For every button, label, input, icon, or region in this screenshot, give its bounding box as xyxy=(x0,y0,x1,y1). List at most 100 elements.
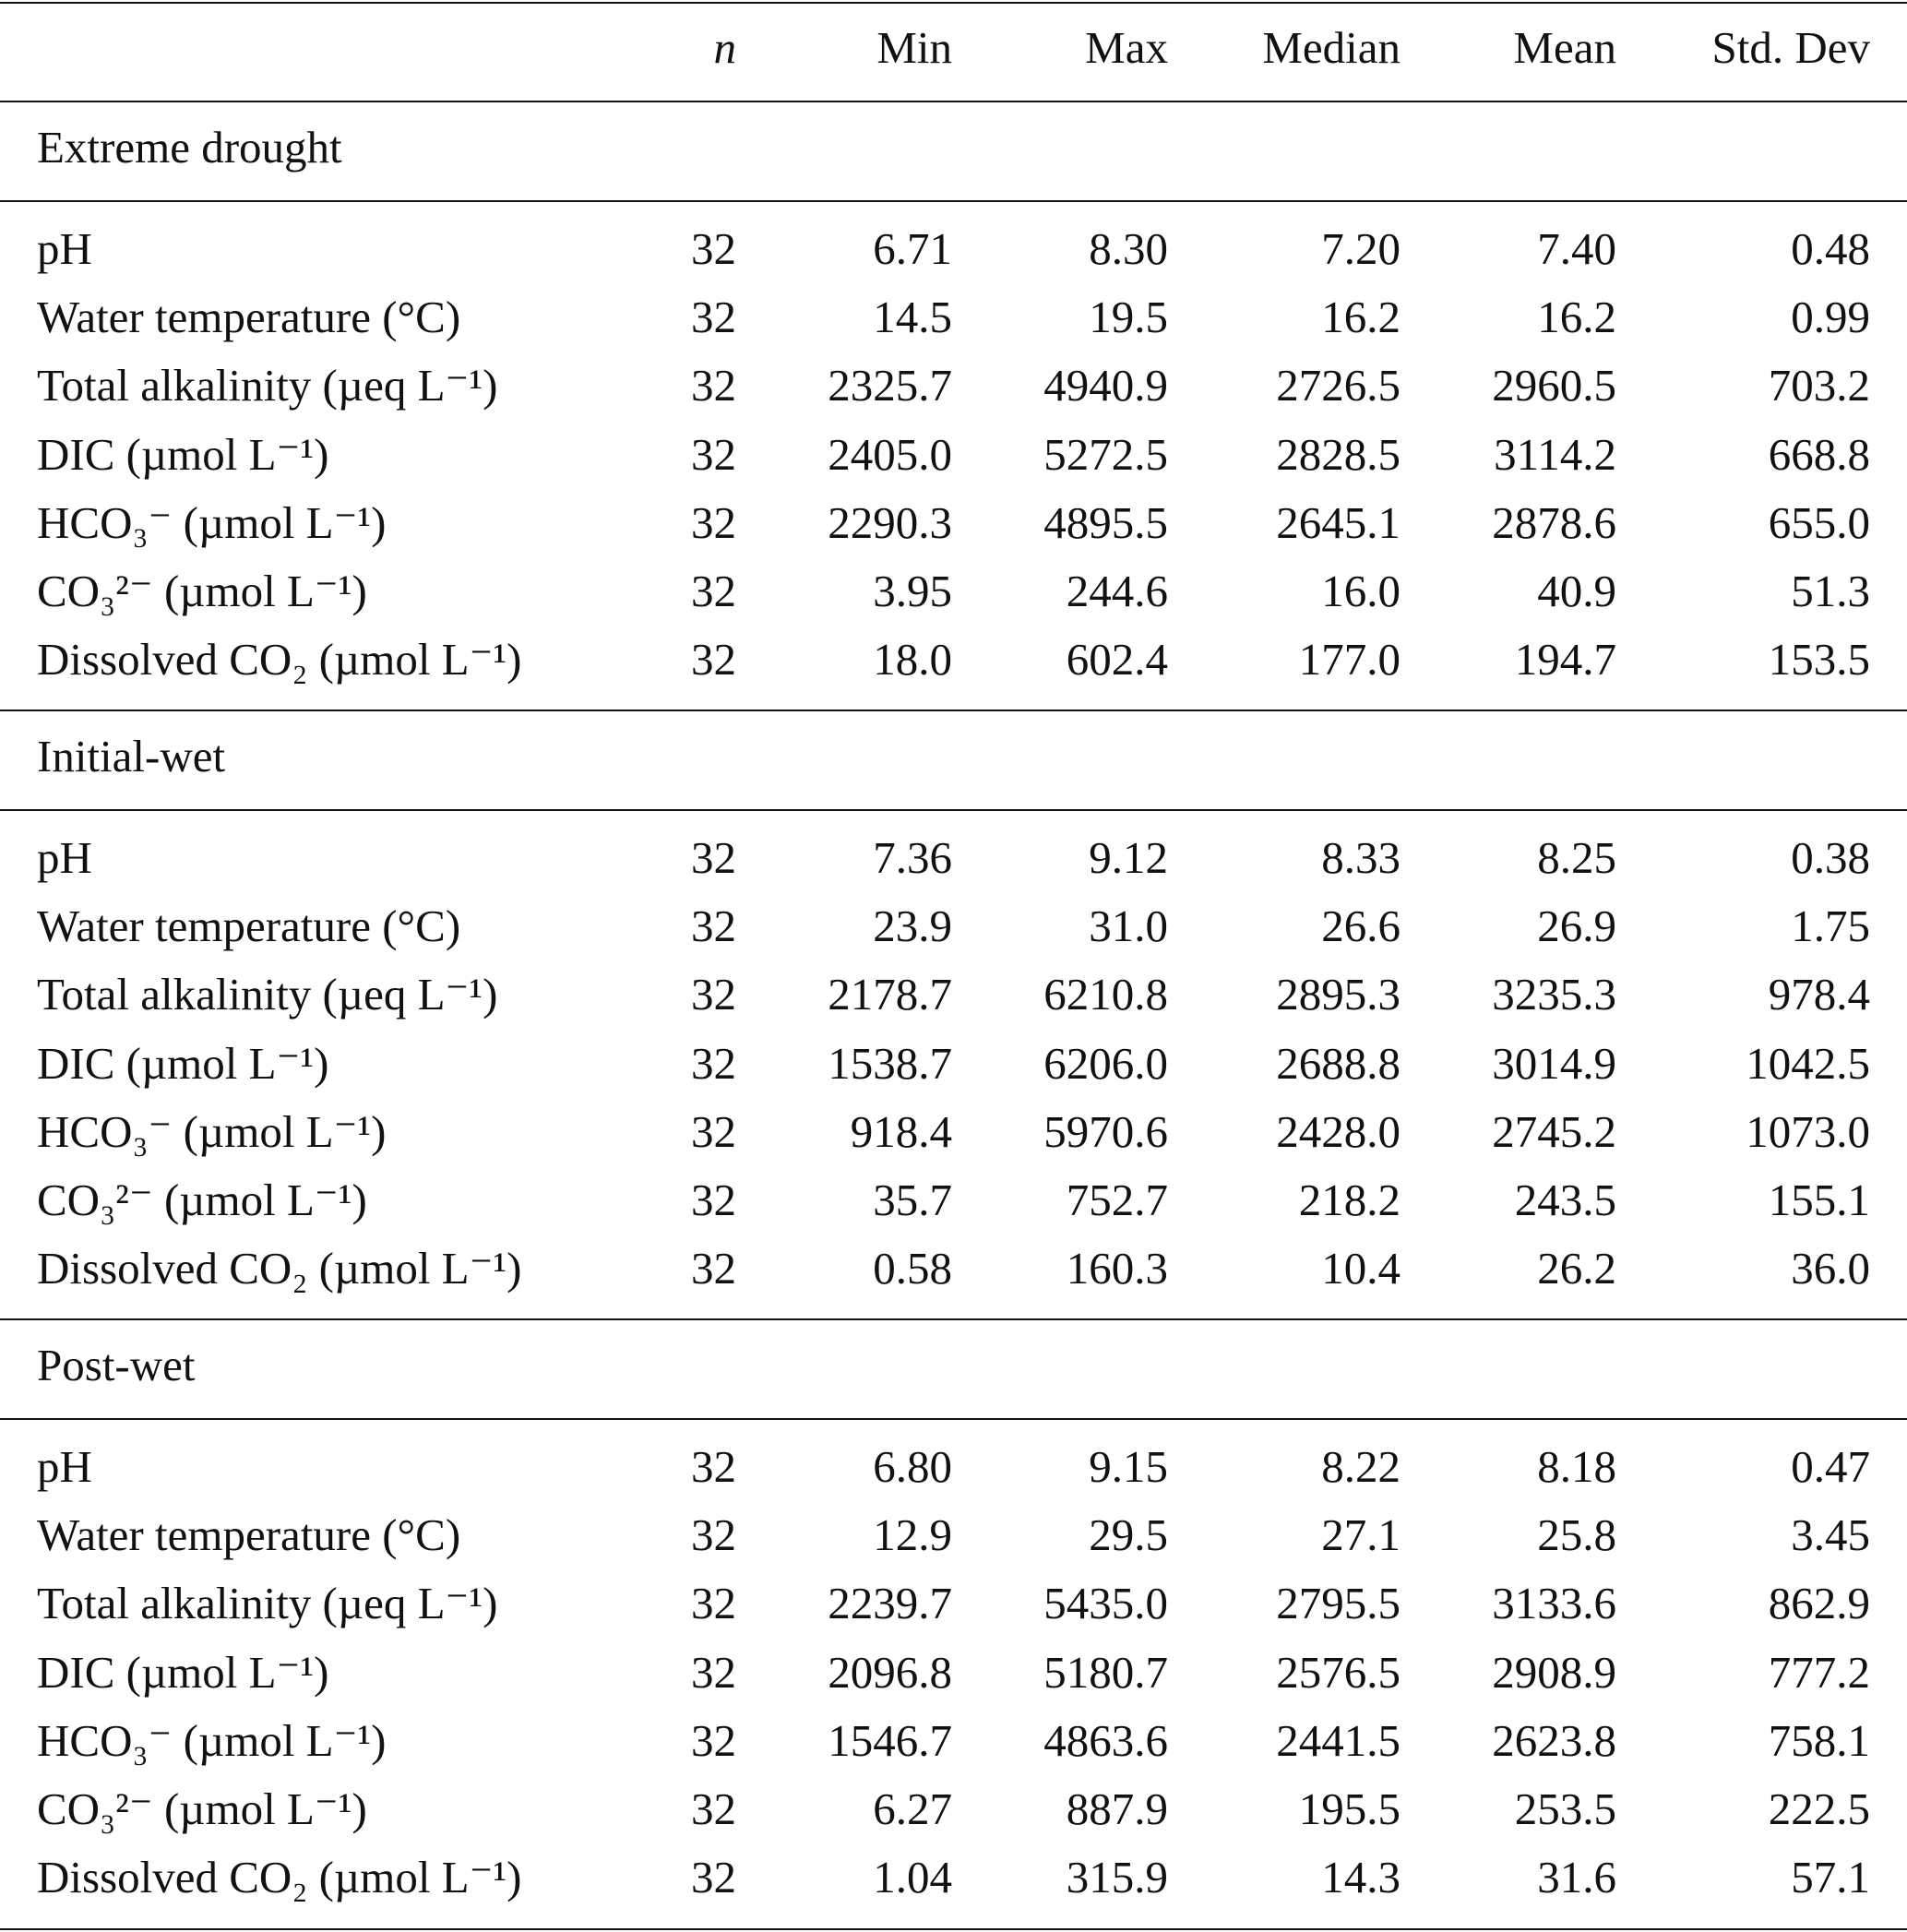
cell-value: 0.99 xyxy=(1791,292,1870,343)
cell-value: 16.0 xyxy=(1321,566,1400,616)
section-title: Post-wet xyxy=(37,1340,196,1390)
cell-value: 2239.7 xyxy=(828,1578,952,1629)
cell-value: 18.0 xyxy=(873,634,952,686)
cell-value: 32 xyxy=(691,1646,736,1698)
table-row: Dissolved CO₂ (µmol L⁻¹) 32 0.58 160.3 10.4 2… xyxy=(0,1241,1907,1296)
table-rule xyxy=(0,809,1907,811)
cell-value: 32 xyxy=(691,428,736,480)
column-header: Median xyxy=(1262,22,1400,73)
table-rule xyxy=(0,710,1907,711)
cell-value: 177.0 xyxy=(1298,634,1400,686)
table-row: Total alkalinity (µeq L⁻¹) 32 2178.7 6210.8… xyxy=(0,967,1907,1022)
table-rule xyxy=(0,101,1907,102)
table-rule xyxy=(0,2,1907,4)
row-label: Dissolved CO₂ (µmol L⁻¹) xyxy=(37,1243,522,1294)
row-label: Dissolved CO₂ (µmol L⁻¹) xyxy=(37,634,522,686)
cell-value: 2895.3 xyxy=(1276,969,1400,1020)
cell-value: 2908.9 xyxy=(1492,1646,1616,1698)
cell-value: 4895.5 xyxy=(1043,496,1168,548)
table-row: Water temperature (°C) 32 23.9 31.0 26.6 26.9… xyxy=(0,899,1907,954)
cell-value: 32 xyxy=(691,292,736,343)
column-header: Mean xyxy=(1513,22,1616,73)
cell-value: 2325.7 xyxy=(828,360,952,411)
table-rule xyxy=(0,1418,1907,1420)
row-label: pH xyxy=(37,832,92,883)
cell-value: 32 xyxy=(691,1441,736,1492)
cell-value: 6210.8 xyxy=(1043,969,1168,1020)
cell-value: 3133.6 xyxy=(1492,1578,1616,1629)
table-row: DIC (µmol L⁻¹) 32 1538.7 6206.0 2688.8 3014.9… xyxy=(0,1036,1907,1091)
row-label: Total alkalinity (µeq L⁻¹) xyxy=(37,360,498,411)
cell-value: 32 xyxy=(691,1783,736,1834)
cell-value: 5435.0 xyxy=(1043,1578,1168,1629)
cell-value: 6.27 xyxy=(873,1783,952,1834)
cell-value: 32 xyxy=(691,900,736,952)
cell-value: 57.1 xyxy=(1791,1852,1870,1903)
table-rule xyxy=(0,200,1907,202)
cell-value: 978.4 xyxy=(1768,969,1870,1020)
column-header: n xyxy=(713,22,737,73)
cell-value: 194.7 xyxy=(1514,634,1616,686)
cell-value: 16.2 xyxy=(1537,292,1616,343)
table-row: DIC (µmol L⁻¹) 32 2405.0 5272.5 2828.5 3114.2… xyxy=(0,427,1907,483)
cell-value: 6206.0 xyxy=(1043,1037,1168,1089)
cell-value: 27.1 xyxy=(1321,1509,1400,1561)
cell-value: 7.40 xyxy=(1537,223,1616,274)
cell-value: 51.3 xyxy=(1791,566,1870,616)
cell-value: 218.2 xyxy=(1298,1175,1400,1225)
cell-value: 195.5 xyxy=(1298,1783,1400,1834)
cell-value: 32 xyxy=(691,1175,736,1225)
table-row: HCO₃⁻ (µmol L⁻¹) 32 1546.7 4863.6 2441.5 2623… xyxy=(0,1713,1907,1769)
table-rule xyxy=(0,1928,1907,1930)
cell-value: 2178.7 xyxy=(828,969,952,1020)
table-row: pH 32 7.36 9.12 8.33 8.25 0.38 xyxy=(0,830,1907,886)
row-label: Total alkalinity (µeq L⁻¹) xyxy=(37,969,498,1020)
section-title-row: Initial-wet xyxy=(0,729,1907,784)
cell-value: 6.71 xyxy=(873,223,952,274)
cell-value: 5970.6 xyxy=(1043,1105,1168,1157)
cell-value: 8.22 xyxy=(1321,1441,1400,1492)
cell-value: 32 xyxy=(691,1852,736,1903)
cell-value: 5180.7 xyxy=(1043,1646,1168,1698)
section-title-row: Post-wet xyxy=(0,1338,1907,1393)
cell-value: 668.8 xyxy=(1768,428,1870,480)
cell-value: 2828.5 xyxy=(1276,428,1400,480)
cell-value: 887.9 xyxy=(1066,1783,1168,1834)
cell-value: 2576.5 xyxy=(1276,1646,1400,1698)
cell-value: 7.36 xyxy=(873,832,952,883)
cell-value: 32 xyxy=(691,360,736,411)
table-row: Dissolved CO₂ (µmol L⁻¹) 32 18.0 602.4 177.0… xyxy=(0,632,1907,687)
table-row: pH 32 6.71 8.30 7.20 7.40 0.48 xyxy=(0,221,1907,277)
row-label: HCO₃⁻ (µmol L⁻¹) xyxy=(37,496,387,548)
cell-value: 2726.5 xyxy=(1276,360,1400,411)
row-label: Water temperature (°C) xyxy=(37,1509,461,1561)
cell-value: 703.2 xyxy=(1768,360,1870,411)
cell-value: 8.33 xyxy=(1321,832,1400,883)
cell-value: 602.4 xyxy=(1066,634,1168,686)
row-label: Water temperature (°C) xyxy=(37,900,461,952)
cell-value: 5272.5 xyxy=(1043,428,1168,480)
cell-value: 26.9 xyxy=(1537,900,1616,952)
cell-value: 40.9 xyxy=(1537,566,1616,616)
column-header: Min xyxy=(876,22,952,73)
cell-value: 2878.6 xyxy=(1492,496,1616,548)
cell-value: 9.15 xyxy=(1089,1441,1168,1492)
cell-value: 243.5 xyxy=(1514,1175,1616,1225)
cell-value: 1042.5 xyxy=(1746,1037,1870,1089)
column-header: Std. Dev xyxy=(1711,22,1871,73)
cell-value: 3.95 xyxy=(873,566,952,616)
cell-value: 10.4 xyxy=(1321,1243,1400,1294)
cell-value: 2745.2 xyxy=(1492,1105,1616,1157)
cell-value: 1.75 xyxy=(1791,900,1870,952)
table-row: pH 32 6.80 9.15 8.22 8.18 0.47 xyxy=(0,1439,1907,1495)
cell-value: 32 xyxy=(691,566,736,616)
cell-value: 32 xyxy=(691,1243,736,1294)
row-label: CO₃²⁻ (µmol L⁻¹) xyxy=(37,1175,367,1225)
cell-value: 26.6 xyxy=(1321,900,1400,952)
cell-value: 1546.7 xyxy=(828,1714,952,1766)
cell-value: 2645.1 xyxy=(1276,496,1400,548)
cell-value: 32 xyxy=(691,223,736,274)
cell-value: 2960.5 xyxy=(1492,360,1616,411)
cell-value: 777.2 xyxy=(1768,1646,1870,1698)
cell-value: 7.20 xyxy=(1321,223,1400,274)
